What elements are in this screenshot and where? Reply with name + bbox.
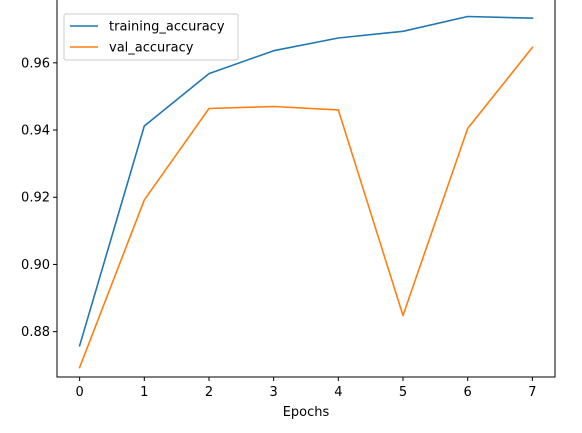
y-axis: 0.88 0.90 0.92 0.94 0.96 bbox=[21, 56, 57, 340]
legend-box bbox=[63, 13, 239, 61]
val_accuracy-line bbox=[78, 46, 534, 369]
plot-frame bbox=[56, 0, 556, 378]
legend: training_accuracy val_accuracy bbox=[63, 13, 239, 61]
y-tick-label: 0.90 bbox=[21, 258, 50, 273]
y-tick-label: 0.94 bbox=[21, 124, 50, 139]
x-tick-label: 6 bbox=[464, 385, 472, 400]
x-tick-label: 0 bbox=[75, 385, 83, 400]
x-tick-label: 3 bbox=[270, 385, 278, 400]
y-tick-label: 0.92 bbox=[21, 191, 50, 206]
x-axis: 0 1 2 3 4 5 6 7 bbox=[75, 377, 537, 400]
training_accuracy-line bbox=[78, 15, 534, 347]
y-tick-label: 0.88 bbox=[21, 325, 50, 340]
x-axis-label: Epochs bbox=[283, 405, 330, 420]
x-tick-label: 2 bbox=[205, 385, 213, 400]
x-tick-label: 1 bbox=[140, 385, 148, 400]
legend-label: val_accuracy bbox=[109, 41, 194, 56]
legend-label: training_accuracy bbox=[109, 20, 225, 35]
series-layer bbox=[78, 15, 534, 369]
y-tick-label: 0.96 bbox=[21, 56, 50, 71]
x-tick-label: 5 bbox=[399, 385, 407, 400]
x-tick-label: 4 bbox=[334, 385, 342, 400]
plot-background bbox=[57, 0, 555, 377]
x-tick-label: 7 bbox=[528, 385, 536, 400]
